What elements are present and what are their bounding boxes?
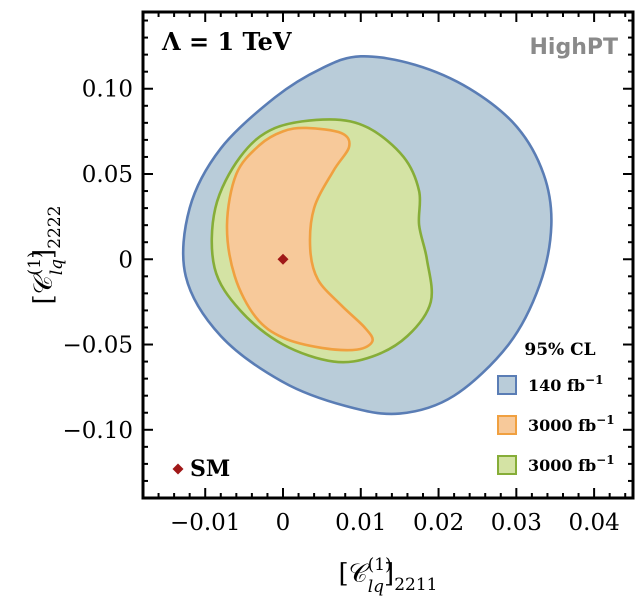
plot-frame (141, 10, 635, 500)
tick-labels: −0.01 0 0.01 0.02 0.03 0.04 −0.10 −0.05 0 0.05 0.1… (63, 77, 620, 536)
sm-point (277, 253, 289, 265)
highpt-watermark: HighPT (530, 35, 619, 60)
sm-legend-marker (172, 463, 184, 475)
x-axis-label: [𝒞(1) lq]2211 (339, 555, 438, 597)
x-tick-label: 0 (276, 510, 291, 536)
x-tick-label: −0.01 (170, 510, 240, 536)
lambda-annotation: Λ = 1 TeV (161, 27, 292, 56)
sm-legend: SM (172, 456, 230, 482)
y-tick-label: −0.05 (63, 333, 133, 359)
y-tick-label: 0 (118, 247, 133, 273)
legend-label-2: 3000 fb−1 (528, 453, 615, 475)
y-axis-label: [𝒞(1) lq]2222 (25, 206, 67, 305)
y-axis-label-text: [𝒞(1) lq]2222 (25, 206, 67, 305)
legend-swatch-1 (497, 415, 517, 435)
sm-label: SM (190, 456, 230, 482)
legend-label-1: 3000 fb−1 (528, 413, 615, 435)
region-2 (225, 126, 374, 352)
legend-swatch-0 (497, 375, 517, 395)
x-axis-label-text: [𝒞(1) lq]2211 (339, 555, 438, 597)
contour-regions (181, 55, 553, 416)
y-tick-label: 0.05 (82, 162, 133, 188)
x-tick-label: 0.03 (491, 510, 542, 536)
x-tick-label: 0.02 (413, 510, 464, 536)
x-tick-label: 0.04 (569, 510, 620, 536)
legend: 95% CL 140 fb−1 3000 fb−1 3000 fb−1 (497, 340, 615, 475)
y-tick-label: 0.10 (82, 77, 133, 103)
y-tick-label: −0.10 (63, 418, 133, 444)
legend-label-0: 140 fb−1 (528, 373, 603, 395)
legend-swatch-2 (497, 455, 517, 475)
x-tick-label: 0.01 (335, 510, 386, 536)
legend-title: 95% CL (524, 340, 595, 360)
